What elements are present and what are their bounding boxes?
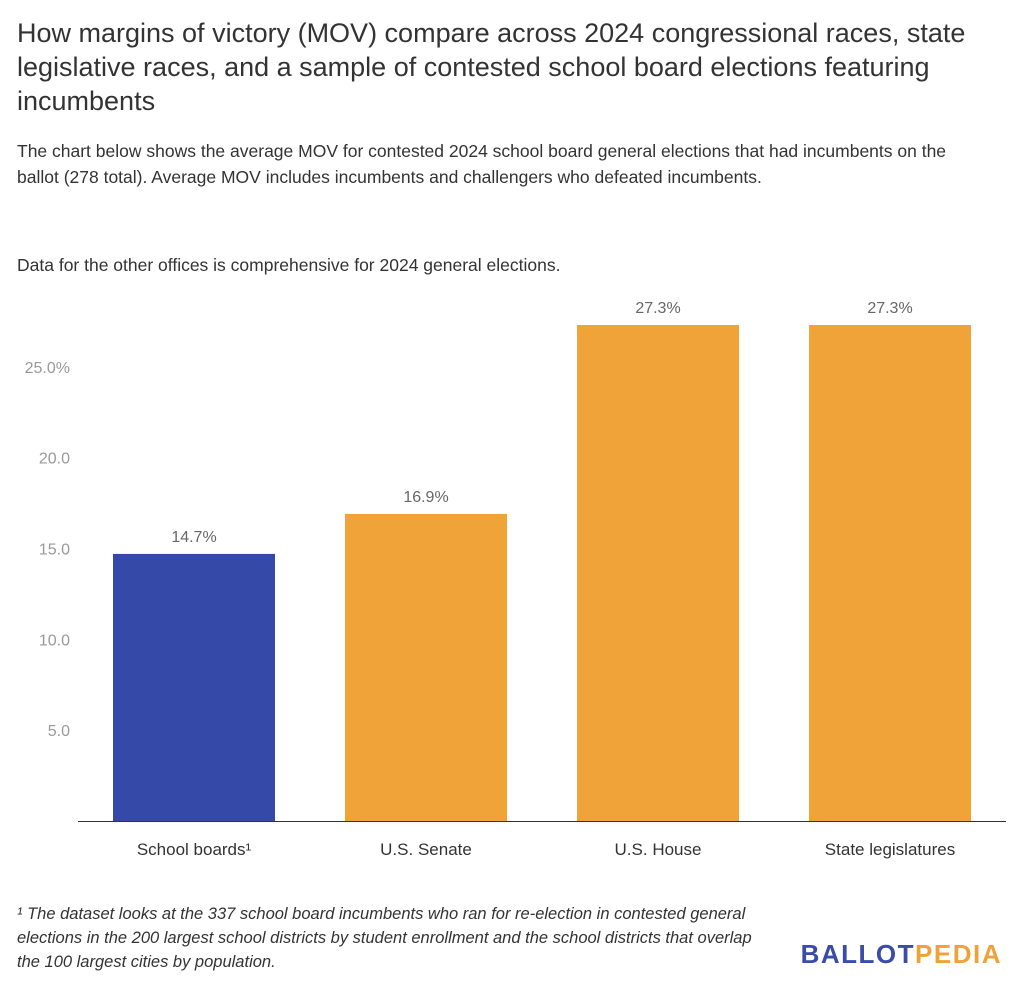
value-label: 16.9% <box>403 489 448 506</box>
value-labels: 14.7% 16.9% 27.3% 27.3% <box>171 300 912 546</box>
y-tick-label: 10.0 <box>39 632 70 649</box>
footnote: ¹ The dataset looks at the 337 school bo… <box>17 905 752 971</box>
y-tick-label: 20.0 <box>39 451 70 468</box>
value-label: 14.7% <box>171 529 216 546</box>
y-tick-label: 25.0% <box>25 360 70 377</box>
bar <box>809 325 971 821</box>
y-tick-label: 15.0 <box>39 541 70 558</box>
chart-note: Data for the other offices is comprehens… <box>17 255 561 275</box>
value-label: 27.3% <box>635 300 680 317</box>
bar <box>577 325 739 821</box>
category-label: State legislatures <box>825 840 955 859</box>
logo-part-pedia: PEDIA <box>915 939 1002 969</box>
bar <box>345 513 507 821</box>
bar <box>113 553 275 821</box>
category-label: U.S. House <box>615 840 702 859</box>
value-label: 27.3% <box>867 300 912 317</box>
bars <box>113 325 971 821</box>
bar-chart: 5.0 10.0 15.0 20.0 25.0% 14.7% 16.9% 27.3% 27.3… <box>25 300 1006 859</box>
ballotpedia-logo[interactable]: BALLOTPEDIA <box>801 939 1002 970</box>
chart-title: How margins of victory (MOV) compare acr… <box>17 18 966 116</box>
logo-part-ballot: BALLOT <box>800 939 916 969</box>
y-axis-ticks: 5.0 10.0 15.0 20.0 25.0% <box>25 360 70 740</box>
category-label: U.S. Senate <box>380 840 472 859</box>
chart-subtitle: The chart below shows the average MOV fo… <box>17 141 947 187</box>
category-label: School boards¹ <box>137 840 252 859</box>
category-labels: School boards¹ U.S. Senate U.S. House State… <box>137 840 955 859</box>
y-tick-label: 5.0 <box>48 723 70 740</box>
